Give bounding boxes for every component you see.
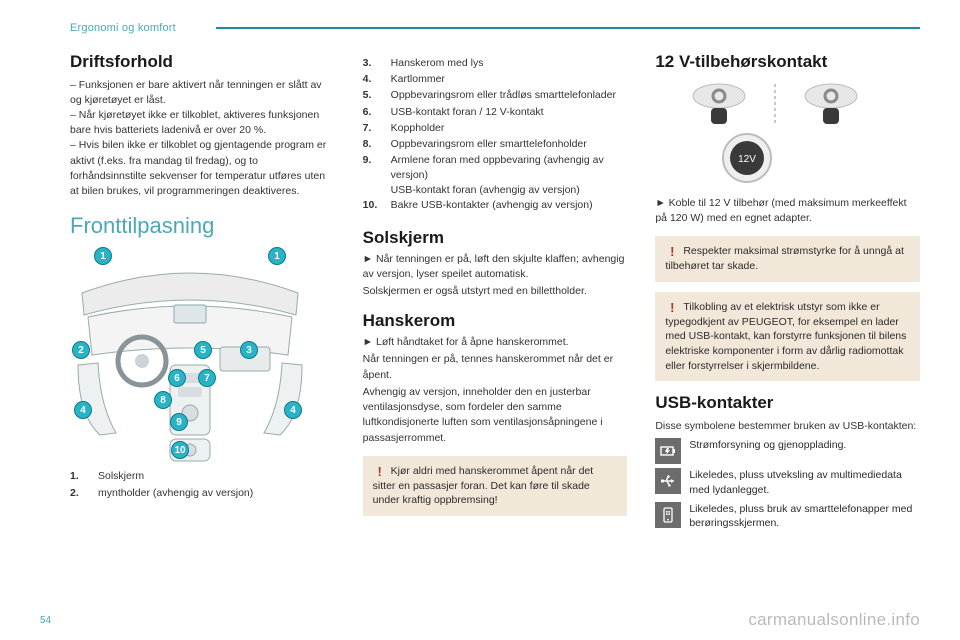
warning-icon: ! [665,301,679,315]
usb-text-1: Strømforsyning og gjenopplading. [689,438,920,453]
usb-intro: Disse symbolene bestemmer bruken av USB-… [655,419,920,434]
legend-num: 10. [363,198,381,213]
warning-icon: ! [665,245,679,259]
legend-text: Oppbevaringsrom eller smarttelefonholder [391,137,628,152]
legend-text: Koppholder [391,121,628,136]
legend-num: 7. [363,121,381,136]
legend-item: 7. Koppholder [363,121,628,136]
usb-row-2: Likeledes, pluss utveksling av multimedi… [655,468,920,497]
hansk-p2: Når tenningen er på, tennes hanskerommet… [363,352,628,382]
legend-num: 6. [363,105,381,120]
legend-num: 8. [363,137,381,152]
smartphone-apps-icon [655,502,681,528]
legend-text: Oppbevaringsrom eller trådløs smarttelef… [391,88,628,103]
usb-row-3: Likeledes, pluss bruk av smarttelefonapp… [655,502,920,531]
legend-text: Hanskerom med lys [391,56,628,71]
legend-item: 10. Bakre USB-kontakter (avhengig av vers… [363,198,628,213]
warning-text: Respekter maksimal strømstyrke for å unn… [665,245,904,272]
legend-item: 3. Hanskerom med lys [363,56,628,71]
legend-col2: 3. Hanskerom med lys 4. Kartlommer 5. Oppbe… [363,56,628,214]
12v-illustration: 12V [681,78,881,188]
warning-peugeot: !Tilkobling av et elektrisk utstyr som i… [655,292,920,382]
sol-p1: ► Når tenningen er på, løft den skjulte … [363,252,628,282]
heading-driftsforhold: Driftsforhold [70,52,335,72]
column-1: Driftsforhold – Funksjonen er bare aktiv… [70,52,335,533]
legend-num: 5. [363,88,381,103]
heading-hanskerom: Hanskerom [363,311,628,331]
legend-item: 5. Oppbevaringsrom eller trådløs smarttel… [363,88,628,103]
legend-item: 2. myntholder (avhengig av versjon) [70,486,335,501]
legend-item: 1. Solskjerm [70,469,335,484]
legend-num: 3. [363,56,381,71]
hansk-p3: Avhengig av versjon, inneholder den en j… [363,385,628,446]
12v-svg: 12V [681,78,881,188]
dashboard-svg [70,245,310,465]
warning-hanskerom: !Kjør aldri med hanskerommet åpent når d… [363,456,628,516]
12v-label: 12V [738,154,756,165]
column-3: 12 V-tilbehørskontakt 12V [655,52,920,533]
legend-item: 9.Armlene foran med oppbevaring (avhengi… [363,153,628,197]
page-number: 54 [40,615,51,626]
legend-text: Bakre USB-kontakter (avhengig av versjon… [391,198,628,213]
column-2: 3. Hanskerom med lys 4. Kartlommer 5. Oppbe… [363,52,628,533]
legend-num: 4. [363,72,381,87]
usb-row-1: Strømforsyning og gjenopplading. [655,438,920,464]
usb-text-3: Likeledes, pluss bruk av smarttelefonapp… [689,502,920,531]
warning-maxcurrent: !Respekter maksimal strømstyrke for å un… [655,236,920,282]
drift-p1: – Funksjonen er bare aktivert når tennin… [70,78,335,108]
legend-num: 1. [70,469,88,484]
legend-text: Solskjerm [98,469,335,484]
heading-usb: USB-kontakter [655,393,920,413]
legend-text: USB-kontakt foran / 12 V-kontakt [391,105,628,120]
drift-body: – Funksjonen er bare aktivert når tennin… [70,78,335,200]
12v-p1: ► Koble til 12 V tilbehør (med maksimum … [655,196,920,226]
legend-col1: 1. Solskjerm 2. myntholder (avhengig av … [70,469,335,500]
usb-text-2: Likeledes, pluss utveksling av multimedi… [689,468,920,497]
legend-item: 4. Kartlommer [363,72,628,87]
page: Ergonomi og komfort Driftsforhold – Funk… [0,0,960,640]
heading-12v: 12 V-tilbehørskontakt [655,52,920,72]
heading-fronttilpasning: Fronttilpasning [70,213,335,239]
legend-item: 8. Oppbevaringsrom eller smarttelefonhold… [363,137,628,152]
legend-text: myntholder (avhengig av versjon) [98,486,335,501]
battery-charge-icon [655,438,681,464]
dashboard-illustration: 1 1 2 3 4 4 5 6 7 8 9 10 [70,245,310,465]
legend-item: 6. USB-kontakt foran / 12 V-kontakt [363,105,628,120]
legend-num: 9. [363,153,381,197]
warning-text: Kjør aldri med hanskerommet åpent når de… [373,465,594,507]
watermark: carmanualsonline.info [748,610,920,630]
usb-trident-icon [655,468,681,494]
legend-num: 2. [70,486,88,501]
legend-text: Armlene foran med oppbevaring (avhengig … [391,153,628,197]
columns: Driftsforhold – Funksjonen er bare aktiv… [70,52,920,533]
drift-p3: – Hvis bilen ikke er tilkoblet og gjenta… [70,138,335,199]
warning-text: Tilkobling av et elektrisk utstyr som ik… [665,301,906,372]
sol-p2: Solskjermen er også utstyrt med en bille… [363,284,628,299]
header: Ergonomi og komfort [70,22,920,34]
warning-icon: ! [373,465,387,479]
header-rule [216,27,920,29]
legend-text: Kartlommer [391,72,628,87]
heading-solskjerm: Solskjerm [363,228,628,248]
section-label: Ergonomi og komfort [70,22,176,34]
hansk-p1: ► Løft håndtaket for å åpne hanskerommet… [363,335,628,350]
drift-p2: – Når kjøretøyet ikke er tilkoblet, akti… [70,108,335,138]
